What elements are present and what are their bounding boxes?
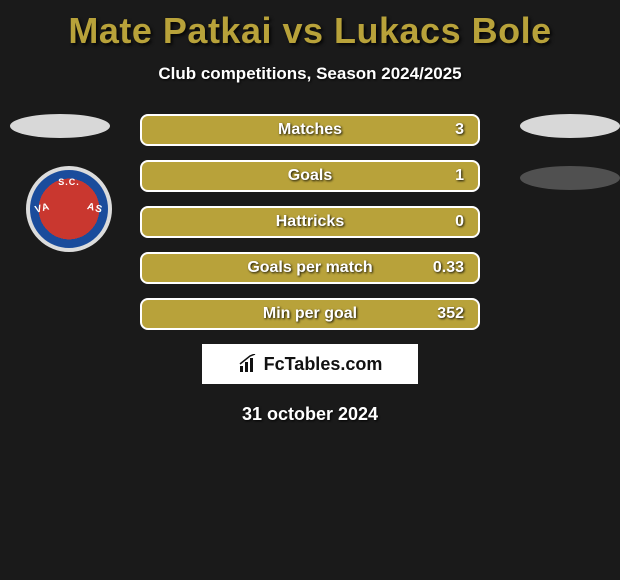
badge-text-top: S.C.: [58, 177, 80, 187]
date-text: 31 october 2024: [0, 404, 620, 425]
stat-bar-hattricks: Hattricks 0: [140, 206, 480, 238]
stat-bar-min-per-goal: Min per goal 352: [140, 298, 480, 330]
player-oval-right-2: [520, 166, 620, 190]
stat-label: Matches: [278, 121, 342, 139]
brand-text: FcTables.com: [264, 354, 383, 375]
stat-bars: Matches 3 Goals 1 Hattricks 0 Goals per …: [140, 114, 480, 330]
badge-text-left: VA: [34, 201, 51, 216]
stat-bar-matches: Matches 3: [140, 114, 480, 146]
stat-label: Hattricks: [276, 213, 344, 231]
stat-value: 0.33: [433, 259, 464, 277]
page-title: Mate Patkai vs Lukacs Bole: [0, 0, 620, 52]
club-badge: S.C. VA AS: [26, 166, 112, 252]
stat-bar-goals-per-match: Goals per match 0.33: [140, 252, 480, 284]
stat-value: 3: [455, 121, 464, 139]
bar-chart-icon: [238, 354, 260, 374]
content-area: S.C. VA AS Matches 3 Goals 1 Hattricks 0…: [0, 114, 620, 425]
stat-label: Goals: [288, 167, 332, 185]
club-badge-inner: S.C. VA AS: [39, 179, 99, 239]
player-oval-right-1: [520, 114, 620, 138]
stat-label: Goals per match: [247, 259, 372, 277]
page-subtitle: Club competitions, Season 2024/2025: [0, 64, 620, 84]
badge-text-right: AS: [86, 201, 104, 216]
stat-value: 0: [455, 213, 464, 231]
stat-label: Min per goal: [263, 305, 357, 323]
brand-box: FcTables.com: [202, 344, 418, 384]
player-oval-left-1: [10, 114, 110, 138]
stat-value: 1: [455, 167, 464, 185]
stat-bar-goals: Goals 1: [140, 160, 480, 192]
stat-value: 352: [437, 305, 464, 323]
